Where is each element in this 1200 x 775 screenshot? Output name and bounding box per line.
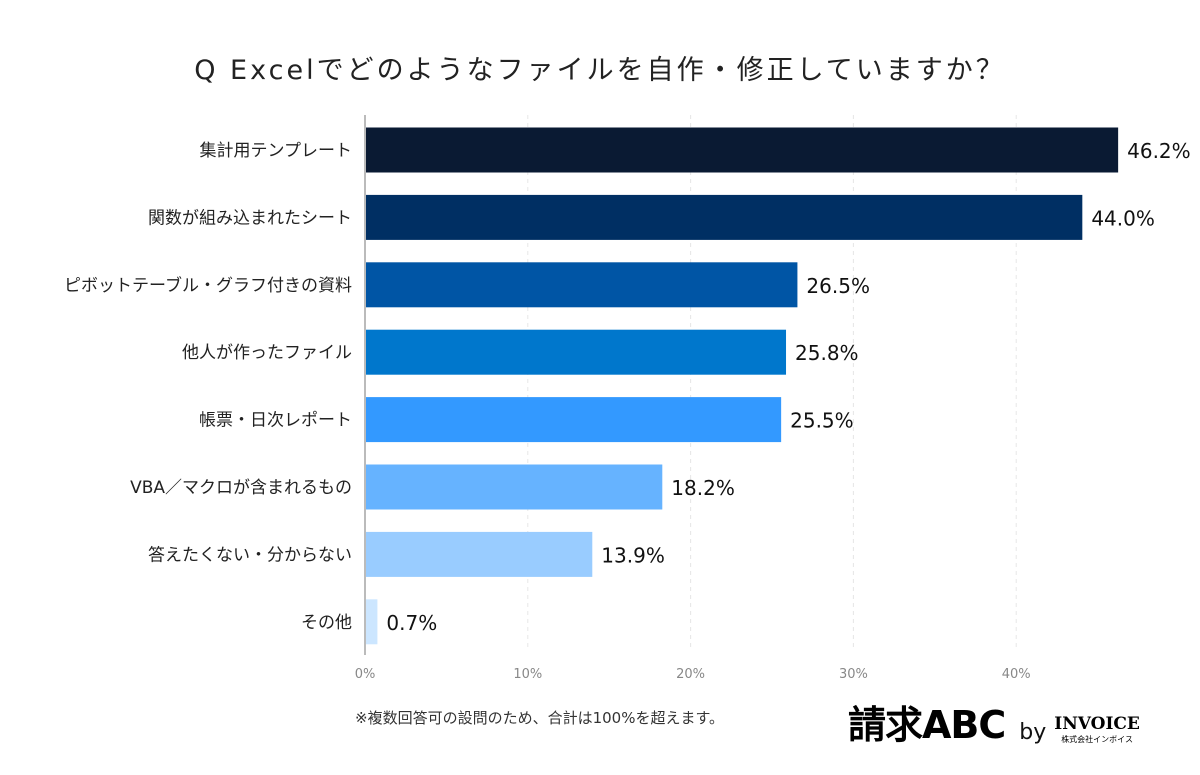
category-label: 答えたくない・分からない [148,545,352,565]
category-label: ピボットテーブル・グラフ付きの資料 [64,275,352,296]
category-label: その他 [301,613,352,633]
data-label: 25.5% [790,409,854,433]
bar [366,464,663,510]
data-label: 18.2% [671,476,735,500]
footnote: ※複数回答可の設問のため、合計は100%を超えます。 [355,709,724,727]
bar [366,397,782,443]
category-label: 関数が組み込まれたシート [148,208,352,228]
brand-logo: 請求ABC by INVOICE 株式会社インボイス [848,705,1140,745]
x-tick-label: 40% [1002,667,1031,682]
x-tick-label: 20% [676,667,705,682]
bar-chart: 0% 10% 20% 30% 40% 集計用テンプレート 46.2% 関数が組み込まれたシート… [64,115,1191,682]
category-label: 他人が作ったファイル [182,343,352,363]
category-label: VBA／マクロが含まれるもの [130,478,352,498]
x-tick-label: 0% [355,667,376,682]
data-label: 46.2% [1127,139,1191,163]
logo-main: 請求ABC [848,703,1006,747]
logo-company: 株式会社インボイス [1061,735,1133,744]
data-label: 25.8% [795,341,859,365]
bar [366,127,1119,173]
data-label: 26.5% [806,274,870,298]
bar [366,194,1083,240]
category-label: 帳票・日次レポート [199,411,352,431]
x-tick-label: 30% [839,667,868,682]
logo-brand: INVOICE [1054,714,1140,734]
x-tick-label: 10% [513,667,542,682]
chart-title: Q Excelでどのようなファイルを自作・修正していますか？ [194,55,1006,86]
bar [366,262,798,308]
logo-by: by [1019,720,1047,745]
bar [366,599,378,645]
bar [366,329,787,375]
data-label: 0.7% [386,611,437,635]
data-label: 13.9% [601,543,665,567]
bar [366,531,593,577]
data-label: 44.0% [1091,206,1155,230]
category-label: 集計用テンプレート [200,141,353,161]
